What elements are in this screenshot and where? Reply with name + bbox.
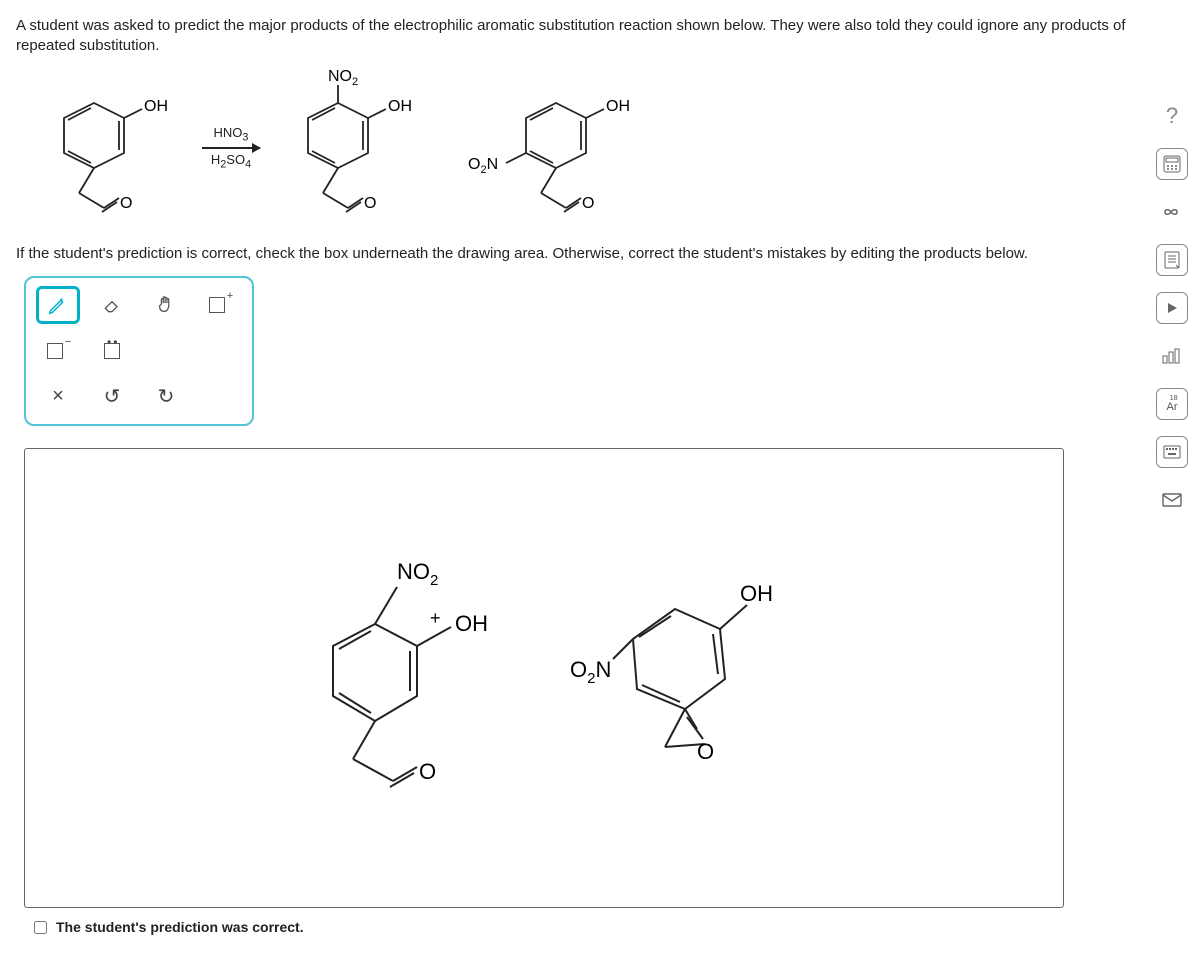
reaction-row: OH O HNO3 H2SO4 N bbox=[24, 63, 1184, 233]
svg-text:O: O bbox=[582, 195, 594, 212]
svg-text:O: O bbox=[697, 739, 714, 764]
periodic-icon[interactable]: 18Ar bbox=[1156, 388, 1188, 420]
prediction-correct-row: The student's prediction was correct. bbox=[30, 918, 1184, 937]
question-intro: A student was asked to predict the major… bbox=[16, 16, 1184, 57]
product-2: O2N OH O bbox=[446, 63, 646, 233]
reagent-arrow: HNO3 H2SO4 bbox=[202, 125, 260, 170]
svg-text:O: O bbox=[419, 759, 436, 784]
box-plus-tool[interactable]: + bbox=[198, 286, 242, 324]
eraser-tool[interactable] bbox=[90, 286, 134, 324]
hand-tool[interactable] bbox=[144, 286, 188, 324]
side-rail: ? 18Ar bbox=[1156, 100, 1188, 516]
svg-text:OH: OH bbox=[388, 98, 412, 115]
lone-pair-tool[interactable]: •• bbox=[90, 332, 134, 370]
svg-text:O: O bbox=[364, 195, 376, 212]
svg-text:O2N: O2N bbox=[570, 657, 611, 687]
label-oh: OH bbox=[144, 98, 168, 115]
clear-button[interactable]: × bbox=[36, 378, 80, 416]
infinity-icon[interactable] bbox=[1156, 196, 1188, 228]
prediction-correct-checkbox[interactable] bbox=[34, 921, 47, 934]
sheet-icon[interactable] bbox=[1156, 244, 1188, 276]
help-icon[interactable]: ? bbox=[1156, 100, 1188, 132]
product-1: NO2 OH O bbox=[268, 63, 438, 233]
box-minus-tool[interactable]: − bbox=[36, 332, 80, 370]
svg-text:OH: OH bbox=[740, 581, 773, 606]
instruction-text: If the student's prediction is correct, … bbox=[16, 245, 1184, 262]
svg-text:O2N: O2N bbox=[468, 156, 498, 176]
svg-text:OH: OH bbox=[606, 98, 630, 115]
svg-text:NO2: NO2 bbox=[328, 68, 358, 88]
bars-icon[interactable] bbox=[1156, 340, 1188, 372]
label-o: O bbox=[120, 195, 132, 212]
svg-text:OH: OH bbox=[455, 611, 488, 636]
drawing-area[interactable]: NO2 OH O + OH O2N O bbox=[24, 448, 1064, 908]
calculator-icon[interactable] bbox=[1156, 148, 1188, 180]
prediction-correct-label: The student's prediction was correct. bbox=[56, 919, 304, 935]
svg-text:NO2: NO2 bbox=[397, 559, 438, 589]
plus-symbol: + bbox=[430, 608, 441, 628]
starting-material: OH O bbox=[24, 63, 194, 233]
undo-button[interactable]: ↺ bbox=[90, 378, 134, 416]
mail-icon[interactable] bbox=[1156, 484, 1188, 516]
drawing-toolbox: + − •• × ↺ ↻ bbox=[24, 276, 254, 426]
play-icon[interactable] bbox=[1156, 292, 1188, 324]
keyboard-icon[interactable] bbox=[1156, 436, 1188, 468]
redo-button[interactable]: ↻ bbox=[144, 378, 188, 416]
pencil-tool[interactable] bbox=[36, 286, 80, 324]
